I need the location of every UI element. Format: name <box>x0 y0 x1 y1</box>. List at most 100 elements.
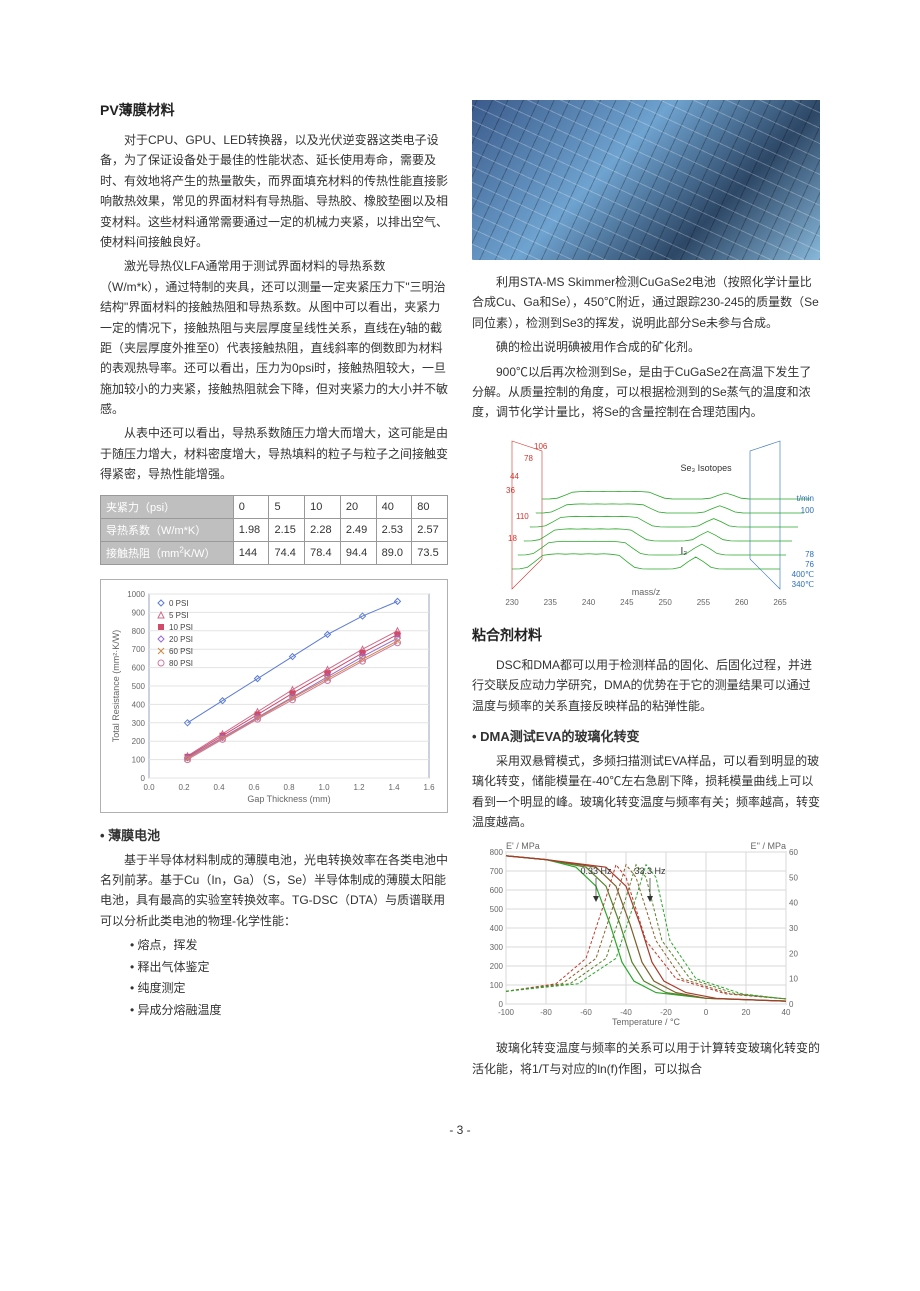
svg-text:78: 78 <box>524 454 533 463</box>
svg-text:-60: -60 <box>580 1008 592 1017</box>
svg-text:200: 200 <box>490 962 504 971</box>
svg-text:340℃: 340℃ <box>792 580 814 589</box>
svg-text:900: 900 <box>132 608 146 617</box>
svg-text:230: 230 <box>505 598 519 607</box>
svg-text:200: 200 <box>132 737 146 746</box>
svg-text:5 PSI: 5 PSI <box>169 611 189 620</box>
svg-text:0.0: 0.0 <box>143 783 155 792</box>
svg-text:78: 78 <box>805 550 814 559</box>
svg-text:100: 100 <box>490 981 504 990</box>
svg-text:Se₃ Isotopes: Se₃ Isotopes <box>680 463 732 473</box>
para: 玻璃化转变温度与频率的关系可以用于计算转变玻璃化转变的活化能，将1/T与对应的l… <box>472 1038 820 1079</box>
svg-text:100: 100 <box>132 755 146 764</box>
svg-text:500: 500 <box>490 905 504 914</box>
svg-text:800: 800 <box>132 626 146 635</box>
svg-text:20: 20 <box>742 1008 751 1017</box>
svg-text:0.6: 0.6 <box>248 783 260 792</box>
svg-text:E'' / MPa: E'' / MPa <box>751 841 786 851</box>
para: 采用双悬臂模式，多频扫描测试EVA样品，可以看到明显的玻璃化转变，储能模量在-4… <box>472 751 820 833</box>
svg-text:33.3 Hz: 33.3 Hz <box>634 866 666 876</box>
bullet-list: 熔点，挥发 释出气体鉴定 纯度测定 异成分熔融温度 <box>130 935 448 1021</box>
svg-text:-20: -20 <box>660 1008 672 1017</box>
svg-text:40: 40 <box>782 1008 791 1017</box>
svg-text:400: 400 <box>490 924 504 933</box>
svg-text:1.4: 1.4 <box>388 783 400 792</box>
svg-text:I₂: I₂ <box>680 546 687 557</box>
svg-text:300: 300 <box>490 943 504 952</box>
svg-text:60 PSI: 60 PSI <box>169 647 193 656</box>
svg-text:1.6: 1.6 <box>423 783 435 792</box>
svg-text:800: 800 <box>490 848 504 857</box>
svg-text:1.0: 1.0 <box>318 783 330 792</box>
svg-text:0.2: 0.2 <box>178 783 190 792</box>
para: 从表中还可以看出，导热系数随压力增大而增大，这可能是由于随压力增大，材料密度增大… <box>100 423 448 484</box>
svg-text:Gap Thickness (mm): Gap Thickness (mm) <box>247 794 330 804</box>
svg-text:0.8: 0.8 <box>283 783 295 792</box>
page-number: - 3 - <box>100 1123 820 1137</box>
solar-panel-photo <box>472 100 820 260</box>
svg-text:245: 245 <box>620 598 634 607</box>
list-item: 熔点，挥发 <box>130 935 448 957</box>
svg-text:20: 20 <box>789 950 798 959</box>
svg-text:30: 30 <box>789 924 798 933</box>
para: 900℃以后再次检测到Se，是由于CuGaSe2在高温下发生了分解。从质量控制的… <box>472 362 820 423</box>
svg-text:mass/z: mass/z <box>632 587 661 597</box>
svg-text:265: 265 <box>773 598 787 607</box>
svg-text:0.33 Hz: 0.33 Hz <box>580 866 612 876</box>
svg-text:106: 106 <box>534 442 548 451</box>
para: 对于CPU、GPU、LED转换器，以及光伏逆变器这类电子设备，为了保证设备处于最… <box>100 130 448 252</box>
svg-text:Total Resistance (mm²·K/W): Total Resistance (mm²·K/W) <box>111 629 121 742</box>
svg-text:600: 600 <box>132 663 146 672</box>
svg-text:60: 60 <box>789 848 798 857</box>
section-title-pv: PV薄膜材料 <box>100 100 448 120</box>
svg-text:400: 400 <box>132 700 146 709</box>
svg-text:10: 10 <box>789 975 798 984</box>
para: 基于半导体材料制成的薄膜电池，光电转换效率在各类电池中名列前茅。基于Cu（In，… <box>100 850 448 932</box>
list-item: 异成分熔融温度 <box>130 1000 448 1022</box>
svg-text:18: 18 <box>508 534 517 543</box>
sub-heading-thinfilm: 薄膜电池 <box>100 825 448 844</box>
svg-text:-80: -80 <box>540 1008 552 1017</box>
svg-text:255: 255 <box>697 598 711 607</box>
svg-text:t/min: t/min <box>797 494 814 503</box>
svg-text:-40: -40 <box>620 1008 632 1017</box>
svg-text:110: 110 <box>516 512 529 521</box>
resistance-chart: 010020030040050060070080090010000.00.20.… <box>100 579 448 813</box>
list-item: 纯度测定 <box>130 978 448 1000</box>
svg-text:76: 76 <box>805 560 814 569</box>
right-column: 利用STA-MS Skimmer检测CuGaSe2电池（按照化学计量比合成Cu、… <box>472 100 820 1083</box>
svg-text:-100: -100 <box>498 1008 515 1017</box>
row-label: 夹紧力（psi） <box>101 495 234 518</box>
svg-text:250: 250 <box>658 598 672 607</box>
svg-text:400℃: 400℃ <box>792 570 814 579</box>
para: DSC和DMA都可以用于检测样品的固化、后固化过程，并进行交联反应动力学研究，D… <box>472 655 820 716</box>
svg-text:700: 700 <box>132 645 146 654</box>
svg-text:20 PSI: 20 PSI <box>169 635 193 644</box>
left-column: PV薄膜材料 对于CPU、GPU、LED转换器，以及光伏逆变器这类电子设备，为了… <box>100 100 448 1083</box>
list-item: 释出气体鉴定 <box>130 957 448 979</box>
svg-text:600: 600 <box>490 886 504 895</box>
para: 利用STA-MS Skimmer检测CuGaSe2电池（按照化学计量比合成Cu、… <box>472 272 820 333</box>
table-row: 夹紧力（psi） 0 5 10 20 40 80 <box>101 495 448 518</box>
svg-text:260: 260 <box>735 598 749 607</box>
table-row: 导热系数（W/m*K） 1.98 2.15 2.28 2.49 2.53 2.5… <box>101 518 448 541</box>
svg-text:0.4: 0.4 <box>213 783 225 792</box>
svg-text:36: 36 <box>506 486 515 495</box>
svg-text:Temperature / °C: Temperature / °C <box>612 1017 681 1027</box>
svg-text:80 PSI: 80 PSI <box>169 659 193 668</box>
svg-text:0: 0 <box>704 1008 709 1017</box>
row-label: 导热系数（W/m*K） <box>101 518 234 541</box>
svg-text:40: 40 <box>789 899 798 908</box>
svg-text:44: 44 <box>510 472 519 481</box>
table-row: 接触热阻（mm2K/W） 144 74.4 78.4 94.4 89.0 73.… <box>101 541 448 564</box>
mass-spectrum-chart: 230235240245250255260265mass/zSe₃ Isotop… <box>472 431 820 611</box>
svg-text:0: 0 <box>141 774 146 783</box>
svg-text:E' / MPa: E' / MPa <box>506 841 540 851</box>
section-title-adhesive: 粘合剂材料 <box>472 625 820 645</box>
svg-text:1000: 1000 <box>127 590 145 599</box>
para: 激光导热仪LFA通常用于测试界面材料的导热系数（W/m*k），通过特制的夹具，还… <box>100 256 448 419</box>
clamping-table: 夹紧力（psi） 0 5 10 20 40 80 导热系数（W/m*K） 1.9… <box>100 495 448 565</box>
svg-text:50: 50 <box>789 874 798 883</box>
svg-text:100: 100 <box>801 506 815 515</box>
svg-text:500: 500 <box>132 682 146 691</box>
